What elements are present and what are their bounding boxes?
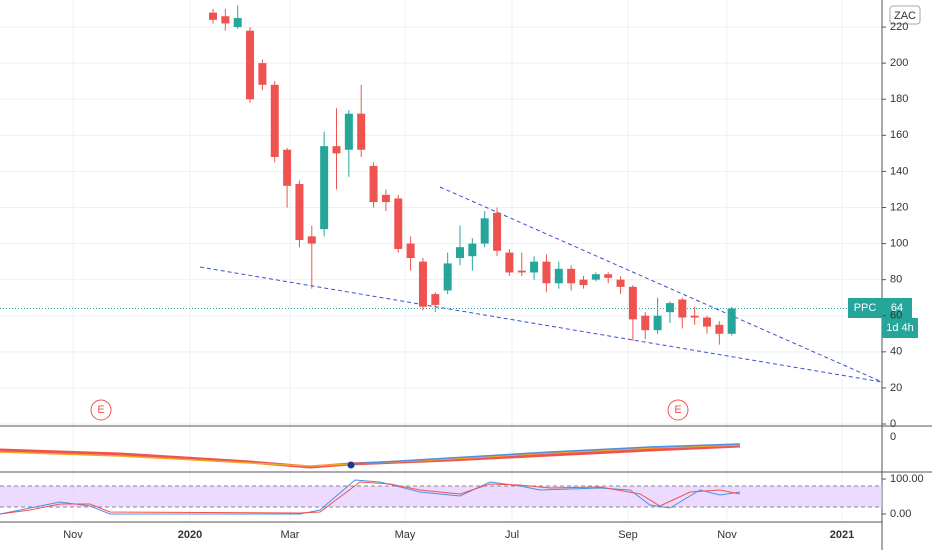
x-tick-label: 2021 [830,529,854,541]
indicator-line [349,443,741,465]
x-tick-label: Nov [63,529,83,541]
candle-body [665,303,674,313]
panel3-tick-label: 100.00 [890,473,924,485]
candle-body [703,317,711,327]
candle-body [505,252,514,273]
candle-body [517,270,526,273]
candle-body [332,146,341,154]
candle-body [616,279,625,287]
candle-body [678,299,687,318]
countdown: 1d 4h [886,322,914,334]
y-tick-label: 100 [890,237,908,249]
earnings-label[interactable]: E [674,404,681,416]
candle-body [456,247,464,259]
candle-body [246,30,255,100]
candle-body [628,286,637,320]
candle-body [344,113,353,150]
y-tick-label: 200 [890,57,908,69]
y-tick-label: 220 [890,21,908,33]
candle-body [369,165,378,203]
candle-body [690,315,699,318]
x-tick-label: Nov [717,529,737,541]
trend-line [199,266,883,383]
candle-body [406,243,415,259]
stoch-band [0,486,882,507]
earnings-marker[interactable] [667,399,689,421]
y-tick-label: 40 [890,346,902,358]
last-price: 64 [891,302,903,314]
candle-body [258,63,267,85]
candle-body [394,198,403,249]
stoch-k [0,479,741,515]
x-tick-label: May [395,529,416,541]
last-price-name-box [848,298,882,318]
y-tick-label: 120 [890,201,908,213]
candle-body [604,274,613,278]
y-tick-label: 180 [890,93,908,105]
last-price-box [882,298,912,318]
x-tick-label: 2020 [178,529,202,541]
candle-body [567,268,576,284]
candle-body [357,113,366,150]
last-price-name: PPC [854,302,877,314]
candle-body [554,268,563,284]
candle-body [381,194,390,203]
candle-body [431,294,440,305]
candle-body [591,274,600,280]
y-tick-label: 0 [890,418,896,430]
y-tick-label: 160 [890,129,908,141]
candle-body [493,212,502,251]
trend-line [439,186,883,383]
y-tick-label: 20 [890,382,902,394]
candle-body [530,261,539,273]
candle-body [295,184,304,240]
symbol-box[interactable] [889,5,921,25]
x-tick-label: Mar [281,529,300,541]
panel2-tick-label: 0 [890,431,896,443]
cross-marker [347,461,355,469]
candle-body [418,261,427,307]
y-tick-label: 80 [890,274,902,286]
candle-body [542,261,551,284]
candle-body [209,12,217,20]
earnings-label[interactable]: E [97,404,104,416]
candle-body [270,84,279,157]
candle-body [715,324,724,334]
y-tick-label: 60 [890,310,902,322]
symbol[interactable]: ZAC [894,10,916,22]
candle-body [233,18,242,28]
candle-body [320,146,329,230]
candle-body [221,16,230,24]
candle-body [283,149,292,186]
candle-body [641,315,650,331]
x-tick-label: Sep [618,529,638,541]
earnings-marker[interactable] [90,399,112,421]
candle-body [653,315,662,331]
candle-body [727,308,736,334]
candle-body [480,218,489,244]
x-tick-label: Jul [505,529,519,541]
panel3-tick-label: 0.00 [890,508,911,520]
candle-body [307,236,316,244]
candle-body [468,243,477,257]
countdown-box [882,318,918,338]
stoch-d [0,481,741,515]
candle-body [579,279,588,286]
y-tick-label: 140 [890,165,908,177]
candle-body [443,263,452,291]
